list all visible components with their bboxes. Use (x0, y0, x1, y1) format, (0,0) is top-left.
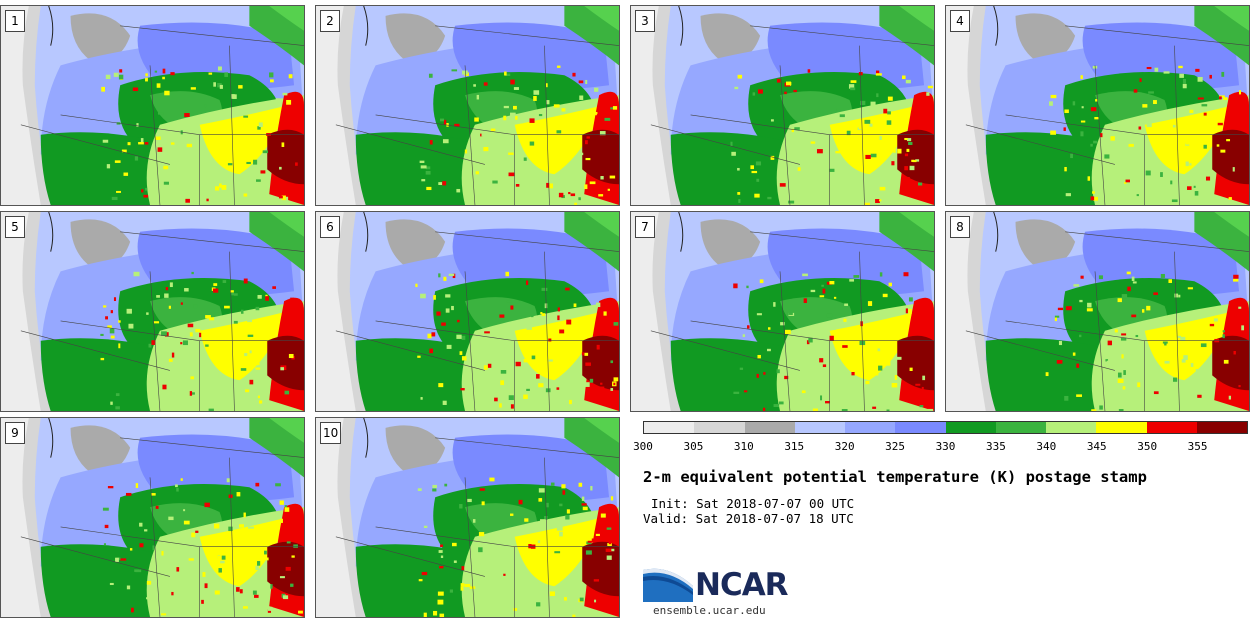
colorbar-tick-label: 335 (985, 440, 1006, 453)
colorbar-swatch (845, 422, 896, 433)
panel-label: 9 (5, 422, 25, 444)
theta-e-map (631, 212, 934, 411)
colorbar-swatch (794, 422, 845, 433)
panel-label: 4 (950, 10, 970, 32)
logo-text: NCAR (695, 567, 789, 603)
map-panel: 4 (945, 5, 1250, 206)
ncar-logo: NCAR (643, 562, 803, 606)
colorbar-swatch (1196, 422, 1247, 433)
colorbar-tick-label: 345 (1086, 440, 1107, 453)
map-panel: 2 (315, 5, 620, 206)
logo-url: ensemble.ucar.edu (653, 604, 766, 617)
colorbar-tick-label: 305 (683, 440, 704, 453)
colorbar-swatch (1046, 422, 1097, 433)
colorbar-swatch (895, 422, 946, 433)
colorbar-tick-label: 340 (1036, 440, 1057, 453)
colorbar-tick-label: 310 (733, 440, 754, 453)
panel-label: 8 (950, 216, 970, 238)
panel-label: 10 (320, 422, 342, 444)
theta-e-map (1, 212, 304, 411)
map-panel: 6 (315, 211, 620, 412)
theta-e-map (631, 6, 934, 205)
colorbar (643, 421, 1248, 434)
init-time: Init: Sat 2018-07-07 00 UTC (651, 496, 855, 511)
map-panel: 10 (315, 417, 620, 618)
colorbar-swatch (744, 422, 795, 433)
panel-label: 1 (5, 10, 25, 32)
theta-e-map (1, 6, 304, 205)
panel-label: 5 (5, 216, 25, 238)
map-panel: 8 (945, 211, 1250, 412)
theta-e-map (316, 212, 619, 411)
theta-e-map (946, 212, 1249, 411)
colorbar-swatch (694, 422, 745, 433)
colorbar-tick-label: 325 (885, 440, 906, 453)
colorbar-swatch (1096, 422, 1147, 433)
map-panel: 3 (630, 5, 935, 206)
colorbar-tick-label: 330 (935, 440, 956, 453)
panel-label: 3 (635, 10, 655, 32)
map-panel: 9 (0, 417, 305, 618)
colorbar-swatch (1146, 422, 1197, 433)
colorbar-swatch (995, 422, 1046, 433)
valid-time: Valid: Sat 2018-07-07 18 UTC (643, 511, 854, 526)
theta-e-map (946, 6, 1249, 205)
colorbar-swatch (945, 422, 996, 433)
map-panel: 1 (0, 5, 305, 206)
theta-e-map (1, 418, 304, 617)
theta-e-map (316, 418, 619, 617)
colorbar-swatch (644, 422, 695, 433)
colorbar-tick-label: 320 (834, 440, 855, 453)
colorbar-tick-labels: 300 305 310 315 320 325 330 335 340 345 350 355 (633, 440, 1248, 456)
colorbar-tick-label: 315 (784, 440, 805, 453)
colorbar-tick-label: 355 (1187, 440, 1208, 453)
theta-e-map (316, 6, 619, 205)
colorbar-tick-label: 350 (1137, 440, 1158, 453)
panel-label: 7 (635, 216, 655, 238)
panel-label: 2 (320, 10, 340, 32)
colorbar-tick-label: 300 (633, 440, 653, 453)
map-panel: 5 (0, 211, 305, 412)
map-panel: 7 (630, 211, 935, 412)
panel-label: 6 (320, 216, 340, 238)
figure-title: 2-m equivalent potential temperature (K)… (643, 468, 1147, 486)
ncar-swoosh-icon (643, 568, 693, 602)
